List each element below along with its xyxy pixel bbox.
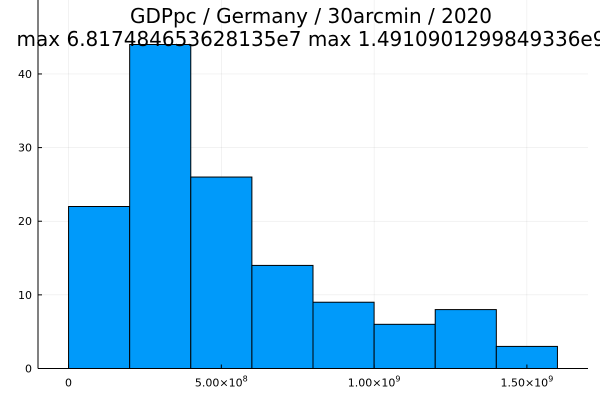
tick-marks: 0 5.00×108 1.00×109 1.50×109 0 10 20 30 40 [18, 68, 553, 390]
x-tick-exponent-1: 8 [243, 375, 248, 384]
histogram-bar-6 [434, 309, 497, 370]
y-tick-label-1: 10 [18, 289, 32, 302]
x-tick-exponent-2: 9 [395, 375, 400, 384]
chart-subtitle: max 6.817484653628135e7 max 1.4910901299… [17, 27, 600, 51]
histogram-bar-2 [190, 176, 253, 369]
x-tick-label-0: 0 [65, 377, 72, 390]
y-tick-label-4: 40 [18, 68, 32, 81]
y-tick-label-0: 0 [25, 363, 32, 376]
histogram-bar-5 [373, 323, 436, 369]
histogram-bars [68, 44, 558, 370]
x-tick-label-1: 5.00×108 [195, 375, 248, 390]
histogram-bar-1 [129, 44, 192, 369]
y-tick-label-3: 30 [18, 142, 32, 155]
axes [37, 0, 588, 369]
histogram-bar-4 [312, 301, 375, 369]
histogram-bar-0 [68, 206, 131, 369]
histogram-bar-3 [251, 264, 314, 369]
x-tick-label-3: 1.50×109 [500, 375, 553, 390]
x-tick-exponent-3: 9 [548, 375, 553, 384]
x-tick-label-2: 1.00×109 [348, 375, 401, 390]
y-tick-label-2: 20 [18, 215, 32, 228]
chart-title: GDPpc / Germany / 30arcmin / 2020 [130, 4, 492, 28]
